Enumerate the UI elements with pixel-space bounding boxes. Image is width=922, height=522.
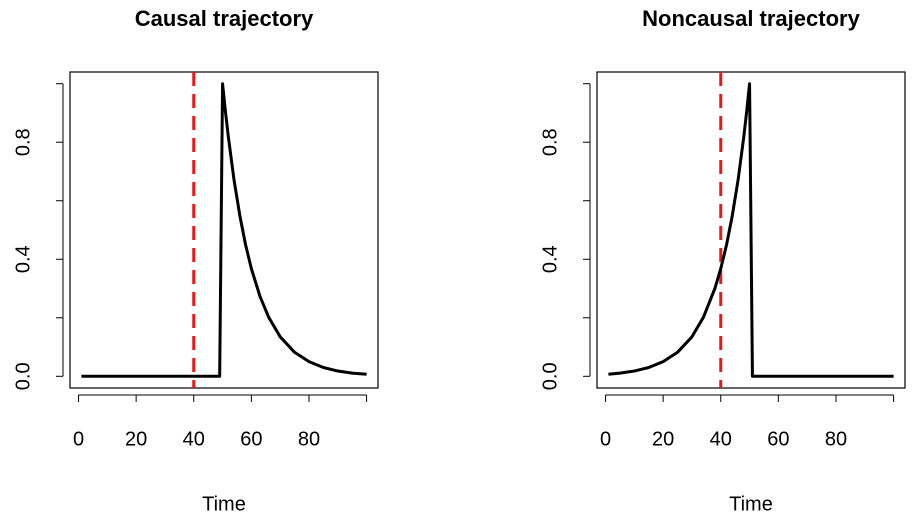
y-tick-label: 0.4 <box>539 245 561 273</box>
plot-box <box>596 71 906 389</box>
x-tick-label: 60 <box>767 428 789 450</box>
x-tick-label: 80 <box>825 428 847 450</box>
x-tick-label: 40 <box>183 428 205 450</box>
x-tick-label: 80 <box>298 428 320 450</box>
x-tick-label: 20 <box>125 428 147 450</box>
x-tick-label: 20 <box>652 428 674 450</box>
x-tick-label: 40 <box>710 428 732 450</box>
trajectory-line <box>608 82 894 378</box>
chart-title: Noncausal trajectory <box>642 6 860 31</box>
trajectory-line <box>81 82 367 378</box>
y-tick-label: 0.0 <box>539 362 561 390</box>
x-axis-label: Time <box>729 493 773 515</box>
y-tick-label: 0.4 <box>12 245 34 273</box>
x-axis-label: Time <box>202 493 246 515</box>
x-tick-label: 60 <box>240 428 262 450</box>
x-tick-label: 0 <box>600 428 611 450</box>
plot-box <box>69 71 379 389</box>
y-tick-label: 0.8 <box>12 128 34 156</box>
chart-title: Causal trajectory <box>135 6 314 31</box>
x-tick-label: 0 <box>73 428 84 450</box>
y-tick-label: 0.0 <box>12 362 34 390</box>
y-tick-label: 0.8 <box>539 128 561 156</box>
